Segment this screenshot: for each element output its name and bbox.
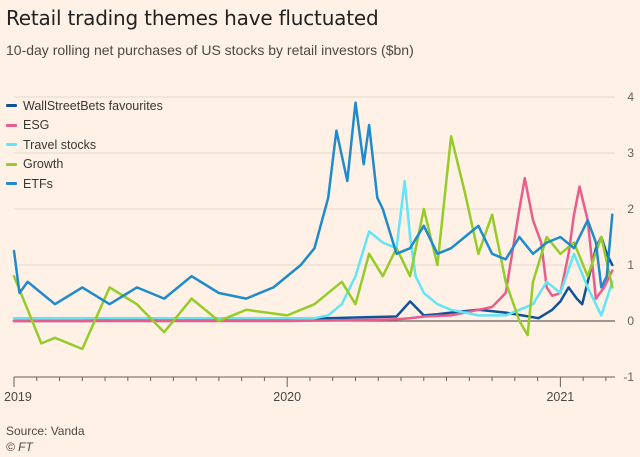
- x-tick-label: 2019: [4, 390, 32, 404]
- legend-item: ETFs: [6, 174, 163, 194]
- y-tick-label: 2: [627, 202, 634, 216]
- y-tick-label: 3: [627, 146, 634, 160]
- series-line-4: [12, 134, 614, 351]
- y-tick-label: 1: [627, 258, 634, 272]
- legend-label: ETFs: [23, 176, 53, 191]
- legend-swatch: [6, 123, 17, 127]
- axes: 4 3 2 1 0 -1 2019 2020 2021: [4, 90, 634, 404]
- legend-item: ESG: [6, 116, 163, 136]
- y-tick-label: 4: [627, 90, 634, 104]
- legend-item: WallStreetBets favourites: [6, 96, 163, 116]
- series-line-3: [12, 179, 614, 320]
- legend-swatch: [6, 182, 17, 186]
- legend-swatch: [6, 143, 17, 147]
- series-lines: [12, 101, 614, 351]
- x-tick-label: 2021: [546, 390, 574, 404]
- legend: WallStreetBets favourites ESG Travel stock…: [6, 96, 163, 194]
- chart-title: Retail trading themes have fluctuated: [6, 6, 379, 30]
- legend-label: Travel stocks: [23, 137, 97, 152]
- series-line-2: [12, 176, 614, 323]
- source-note: Source: Vanda: [6, 424, 85, 438]
- chart-subtitle: 10-day rolling net purchases of US stock…: [6, 42, 414, 58]
- legend-swatch: [6, 104, 17, 108]
- legend-label: Growth: [23, 157, 64, 172]
- y-tick-label: -1: [623, 370, 634, 384]
- series-line-5: [12, 101, 614, 306]
- credit-note: © FT: [6, 440, 33, 454]
- x-tick-label: 2020: [273, 390, 301, 404]
- legend-label: ESG: [23, 118, 50, 133]
- legend-item: Growth: [6, 155, 163, 175]
- legend-swatch: [6, 162, 17, 166]
- legend-item: Travel stocks: [6, 135, 163, 155]
- y-tick-label: 0: [627, 314, 634, 328]
- legend-label: WallStreetBets favourites: [23, 98, 163, 113]
